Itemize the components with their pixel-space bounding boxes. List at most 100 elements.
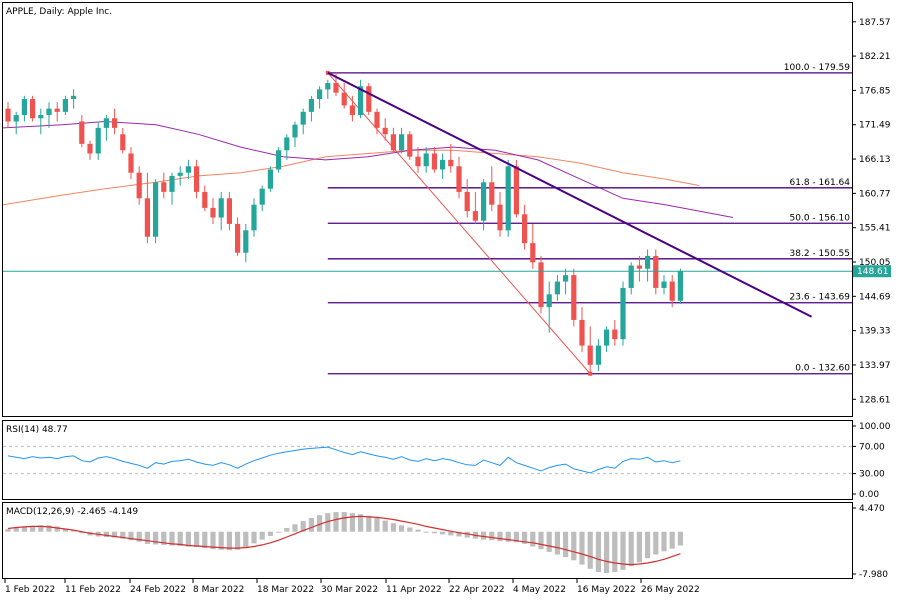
macd-histogram-bar: [226, 531, 232, 551]
fib-level-label: 61.8 - 161.64: [790, 178, 851, 188]
macd-histogram-bar: [259, 531, 265, 540]
macd-histogram-bar: [243, 531, 249, 548]
candle-body: [349, 105, 355, 116]
macd-histogram-bar: [54, 526, 60, 532]
candle-body: [628, 265, 634, 288]
candle-body: [54, 108, 60, 112]
candle-body: [472, 211, 478, 221]
price-tick-label: 187.57: [859, 18, 891, 28]
macd-histogram-bar: [628, 531, 634, 567]
macd-histogram-bar: [210, 531, 216, 550]
time-tick-label: 26 May 2022: [641, 585, 700, 595]
macd-tick-label: -7.980: [859, 570, 888, 580]
macd-histogram-bar: [341, 512, 347, 532]
macd-histogram-bar: [120, 531, 126, 539]
time-tick-label: 18 Mar 2022: [257, 585, 314, 595]
candle-body: [440, 159, 446, 170]
macd-tick-label: 4.470: [859, 504, 885, 514]
candle-body: [407, 134, 413, 157]
price-tick-label: 160.77: [859, 189, 891, 199]
macd-histogram-bar: [456, 531, 462, 537]
macd-histogram-bar: [267, 531, 273, 536]
macd-histogram-bar: [448, 531, 454, 536]
candle-body: [202, 191, 208, 208]
rsi-tick-label: 100.00: [859, 422, 891, 432]
candle-body: [62, 99, 68, 112]
candle-body: [669, 281, 675, 301]
macd-histogram-bar: [21, 526, 27, 532]
candle-body: [185, 166, 191, 173]
macd-histogram-bar: [169, 531, 175, 546]
macd-histogram-bar: [38, 525, 44, 532]
macd-histogram-bar: [333, 512, 339, 532]
main-pane: [2, 2, 853, 417]
candle-body: [612, 329, 618, 340]
macd-histogram-bar: [513, 531, 519, 543]
candle-body: [661, 281, 667, 288]
macd-histogram-bar: [79, 531, 85, 534]
candle-body: [431, 153, 437, 170]
candle-body: [226, 198, 232, 224]
macd-histogram-bar: [317, 515, 323, 532]
macd-histogram-bar: [46, 525, 52, 532]
candle-body: [513, 166, 519, 215]
candle-body: [325, 83, 331, 90]
macd-histogram-bar: [612, 531, 618, 572]
candle-body: [300, 111, 306, 125]
price-tick-label: 139.33: [859, 327, 891, 337]
current-price-label: 148.61: [857, 267, 889, 277]
macd-histogram-bar: [489, 531, 495, 541]
candle-body: [128, 153, 134, 173]
macd-histogram-bar: [218, 531, 224, 550]
rsi-line: [7, 446, 681, 474]
candle-body: [120, 134, 126, 151]
rsi-tick-label: 70.00: [859, 442, 885, 452]
fib-level-label: 0.0 - 132.60: [795, 364, 850, 374]
macd-histogram-bar: [194, 531, 200, 548]
time-tick-label: 30 Mar 2022: [321, 585, 378, 595]
candle-body: [358, 86, 364, 116]
macd-histogram-bar: [595, 531, 601, 572]
time-tick-label: 8 Mar 2022: [193, 585, 244, 595]
candle-body: [538, 262, 544, 308]
macd-histogram-bar: [563, 531, 569, 558]
candle-body: [464, 191, 470, 212]
candle-body: [194, 166, 200, 192]
candle-body: [374, 111, 380, 128]
macd-histogram-bar: [276, 531, 282, 533]
candle-body: [366, 86, 372, 112]
time-tick-label: 11 Feb 2022: [65, 585, 121, 595]
macd-histogram-bar: [390, 523, 396, 532]
candle-body: [489, 182, 495, 205]
macd-histogram-bar: [292, 524, 298, 532]
macd-histogram-bar: [177, 531, 183, 547]
macd-histogram-bar: [308, 517, 314, 532]
macd-histogram-bar: [587, 531, 593, 569]
macd-histogram-bar: [5, 529, 11, 532]
macd-histogram-bar: [407, 527, 413, 532]
ma-fast-line: [2, 120, 734, 218]
macd-histogram-bar: [235, 531, 241, 550]
macd-histogram-bar: [423, 531, 429, 533]
time-tick-label: 4 May 2022: [513, 585, 566, 595]
price-tick-label: 171.49: [859, 121, 891, 131]
candle-body: [530, 243, 536, 263]
macd-histogram-bar: [366, 515, 372, 532]
macd-histogram-bar: [30, 525, 36, 532]
fib-level-label: 38.2 - 150.55: [790, 249, 851, 259]
rsi-pane: [2, 420, 853, 500]
macd-histogram-bar: [349, 513, 355, 532]
candle-body: [341, 92, 347, 106]
candle-body: [153, 182, 159, 237]
candle-body: [645, 255, 651, 269]
candle-body: [169, 175, 175, 192]
macd-histogram-bar: [620, 531, 626, 570]
time-tick-label: 24 Feb 2022: [130, 585, 186, 595]
candle-body: [38, 115, 44, 119]
macd-histogram-bar: [358, 514, 364, 532]
macd-histogram-bar: [185, 531, 191, 547]
candle-body: [456, 166, 462, 192]
candle-body: [546, 294, 552, 308]
candle-body: [87, 143, 93, 154]
